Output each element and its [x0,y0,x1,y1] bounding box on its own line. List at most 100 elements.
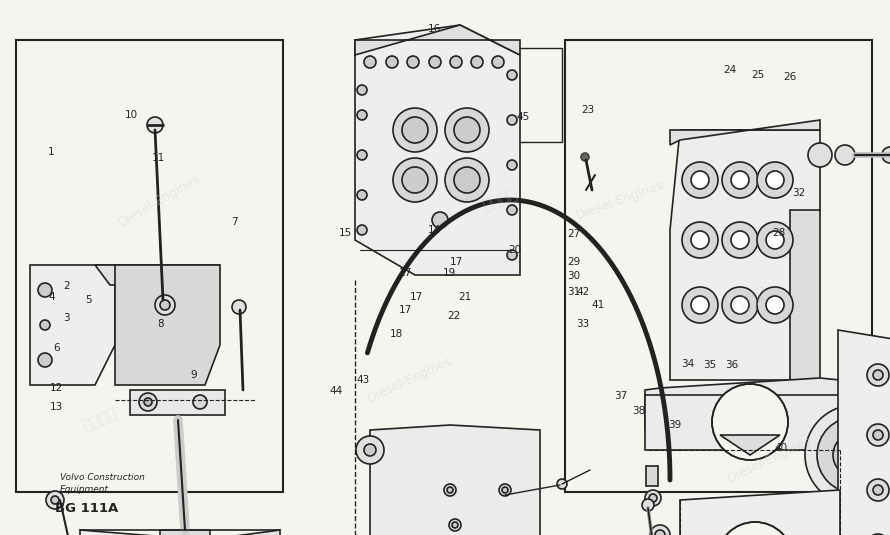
Circle shape [471,56,483,68]
Circle shape [882,147,890,163]
Bar [505,48,562,142]
Circle shape [867,534,889,535]
Text: 4: 4 [48,292,55,302]
Circle shape [144,398,152,406]
Circle shape [432,212,448,228]
Circle shape [357,110,367,120]
Circle shape [364,444,376,456]
Polygon shape [355,25,520,275]
Circle shape [449,519,461,531]
Polygon shape [95,265,220,285]
Text: 16: 16 [428,25,441,34]
Circle shape [393,158,437,202]
Polygon shape [355,25,520,55]
Text: 紫发动力: 紫发动力 [481,187,520,213]
Circle shape [450,473,460,483]
Circle shape [722,222,758,258]
Text: 13: 13 [50,402,62,411]
Polygon shape [80,530,205,535]
Text: 5: 5 [85,295,93,304]
Circle shape [46,491,64,509]
Text: 19: 19 [443,268,456,278]
Text: BG 111A: BG 111A [55,501,118,515]
Circle shape [645,490,661,506]
Polygon shape [838,330,890,535]
Circle shape [808,143,832,167]
Text: 18: 18 [390,330,402,339]
Circle shape [873,430,883,440]
Circle shape [402,117,428,143]
Circle shape [429,56,441,68]
Text: 紫发动力: 紫发动力 [731,285,770,316]
Circle shape [504,504,514,514]
Circle shape [454,117,480,143]
Circle shape [193,395,207,409]
Circle shape [232,300,246,314]
Circle shape [155,295,175,315]
Text: 10: 10 [125,110,138,120]
Text: 40: 40 [775,444,788,453]
Text: 15: 15 [339,228,352,238]
Text: 45: 45 [517,112,530,121]
Circle shape [502,487,508,493]
Circle shape [507,205,517,215]
Circle shape [731,296,749,314]
Bar [645,395,845,450]
Text: 11: 11 [152,153,165,163]
Circle shape [452,522,458,528]
Circle shape [499,484,511,496]
Text: 33: 33 [577,319,589,328]
Text: 9: 9 [190,370,198,379]
Circle shape [650,525,670,535]
Polygon shape [205,530,280,535]
Text: Diesel-Engines: Diesel-Engines [117,171,203,229]
Circle shape [356,436,384,464]
Polygon shape [645,378,840,430]
Text: 32: 32 [793,188,805,197]
Circle shape [447,487,453,493]
Circle shape [450,56,462,68]
Text: Volvo Construction: Volvo Construction [60,472,145,482]
Text: Equipment: Equipment [60,485,109,494]
Circle shape [364,56,376,68]
Circle shape [139,393,157,411]
Circle shape [712,384,788,460]
Circle shape [407,56,419,68]
Circle shape [383,468,527,535]
Text: 1: 1 [48,148,55,157]
Circle shape [507,115,517,125]
Circle shape [402,167,428,193]
Polygon shape [115,265,220,385]
Polygon shape [670,130,820,380]
Text: 31: 31 [568,287,580,296]
Circle shape [507,160,517,170]
Text: 14: 14 [428,225,441,235]
Circle shape [731,231,749,249]
Circle shape [507,250,517,260]
Polygon shape [790,210,820,380]
Text: 23: 23 [581,105,594,114]
Text: 29: 29 [568,257,580,267]
Circle shape [835,145,855,165]
Polygon shape [130,390,225,415]
Circle shape [51,496,59,504]
Circle shape [682,162,718,198]
Text: 26: 26 [784,72,797,81]
Circle shape [691,296,709,314]
Text: 30: 30 [568,271,580,280]
Text: 43: 43 [357,375,369,385]
Circle shape [40,320,50,330]
Text: 35: 35 [703,361,716,370]
Text: Diesel-Engines: Diesel-Engines [574,178,666,222]
Text: 44: 44 [330,386,343,395]
Text: 24: 24 [724,65,736,74]
Circle shape [717,522,793,535]
Circle shape [454,167,480,193]
Circle shape [507,70,517,80]
Circle shape [655,530,665,535]
Circle shape [867,479,889,501]
Text: 紫发动力: 紫发动力 [80,406,120,434]
Circle shape [557,479,567,489]
Circle shape [492,56,504,68]
Circle shape [805,405,890,505]
